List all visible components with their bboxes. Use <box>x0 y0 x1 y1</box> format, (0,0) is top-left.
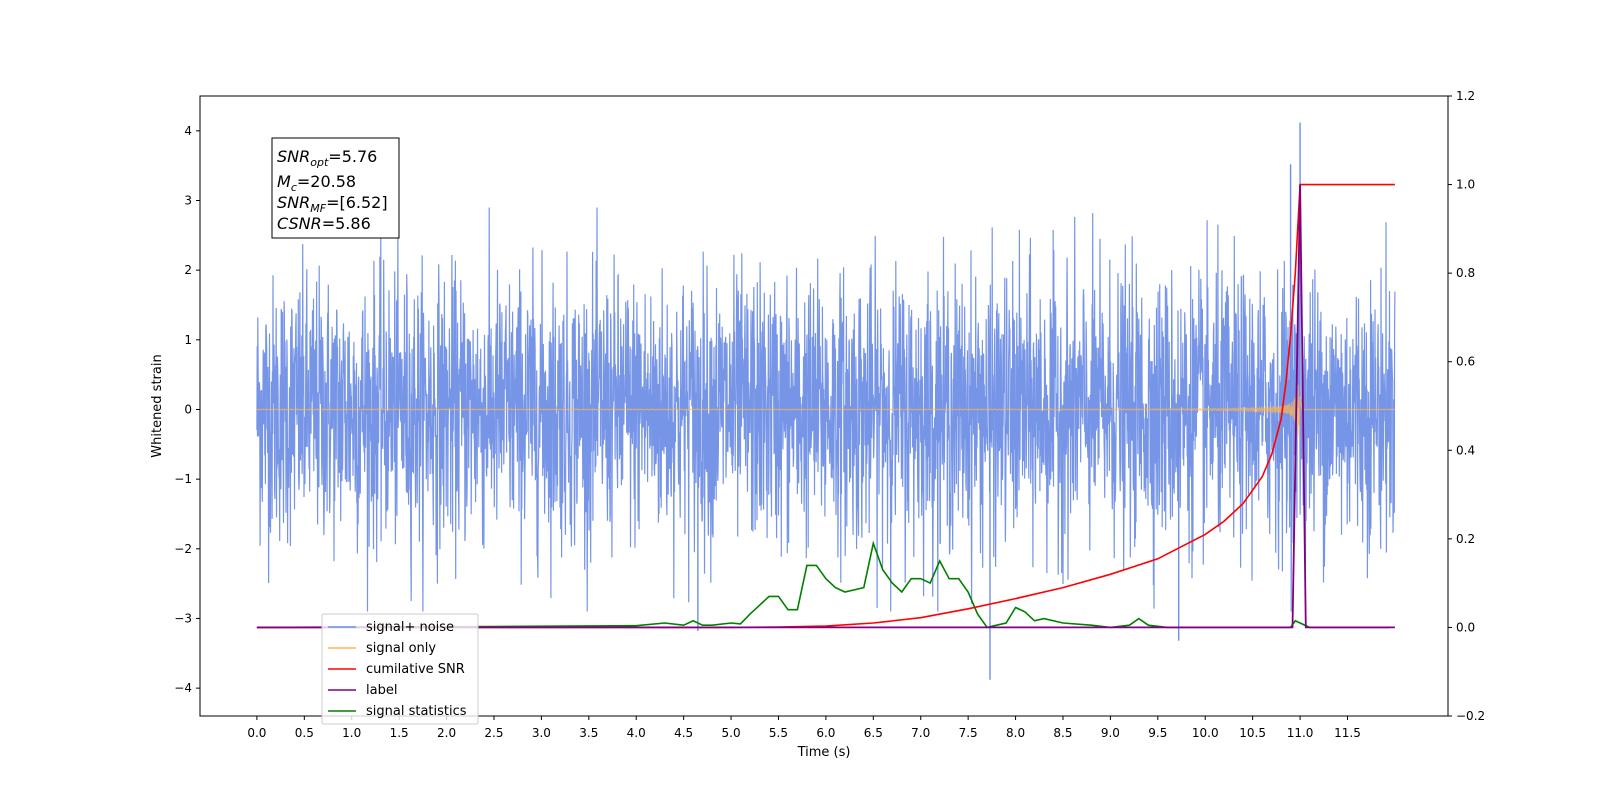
left-y-tick-label: −1 <box>174 472 192 486</box>
x-tick-label: 4.0 <box>627 726 646 740</box>
x-tick-label: 8.0 <box>1006 726 1025 740</box>
x-tick-label: 9.0 <box>1101 726 1120 740</box>
x-tick-label: 2.0 <box>437 726 456 740</box>
annotation-box: SNRopt=5.76 Mc=20.58 SNRMF=[6.52] CSNR=5… <box>271 137 400 239</box>
annotation-csnr: CSNR=5.86 <box>277 214 371 233</box>
plot-frame <box>199 95 1449 717</box>
x-tick-label: 7.5 <box>959 726 978 740</box>
series-line-cumulative-snr <box>256 183 1395 629</box>
legend-label: signal only <box>366 641 436 656</box>
series-line-signal-only <box>256 384 1395 438</box>
right-y-axis-ticks: 1.2 1.0 0.8 0.6 0.4 0.2 0.0 −0.2 <box>1448 89 1485 723</box>
series-line-signal-statistics <box>256 540 1390 629</box>
legend-frame <box>321 613 479 725</box>
x-tick-label: 5.0 <box>722 726 741 740</box>
annotation-frame <box>271 137 400 239</box>
x-tick-label: 6.0 <box>816 726 835 740</box>
x-tick-label: 1.0 <box>342 726 361 740</box>
x-tick-label: 3.5 <box>579 726 598 740</box>
right-y-tick-label: 0.0 <box>1456 620 1475 634</box>
x-tick-label: 4.5 <box>674 726 693 740</box>
left-y-tick-label: −4 <box>174 681 192 695</box>
x-tick-label: 10.0 <box>1192 726 1219 740</box>
right-y-tick-label: 0.8 <box>1456 266 1475 280</box>
right-axis-series-layer <box>256 183 1395 629</box>
x-tick-label: 9.5 <box>1148 726 1167 740</box>
right-y-tick-label: 0.2 <box>1456 532 1475 546</box>
signal-only-layer <box>256 384 1395 438</box>
right-y-tick-label: 1.0 <box>1456 178 1475 192</box>
legend-label: signal+ noise <box>366 620 454 635</box>
y-axis-label: Whitened strain <box>150 354 165 457</box>
x-tick-label: 5.5 <box>769 726 788 740</box>
left-y-tick-label: 1 <box>184 333 192 347</box>
right-y-tick-label: 0.6 <box>1456 355 1475 369</box>
x-tick-label: 8.5 <box>1053 726 1072 740</box>
left-y-tick-label: −2 <box>174 542 192 556</box>
right-y-tick-label: 0.4 <box>1456 443 1475 457</box>
left-y-tick-label: 0 <box>184 402 192 416</box>
x-tick-label: 0.5 <box>295 726 314 740</box>
noise-trace-layer <box>256 122 1396 680</box>
left-y-tick-label: 3 <box>184 193 192 207</box>
legend-label: cumilative SNR <box>366 662 465 677</box>
x-tick-label: 0.0 <box>247 726 266 740</box>
legend-label: signal statistics <box>366 704 467 719</box>
x-tick-label: 11.5 <box>1334 726 1361 740</box>
x-tick-label: 10.5 <box>1239 726 1266 740</box>
x-tick-label: 7.0 <box>911 726 930 740</box>
legend-label: label <box>366 683 397 698</box>
x-tick-label: 6.5 <box>864 726 883 740</box>
series-line-signal-noise <box>256 207 1396 612</box>
left-y-tick-label: 2 <box>184 263 192 277</box>
series-line-label <box>256 184 1395 629</box>
x-tick-label: 1.5 <box>390 726 409 740</box>
annotation-snr-mf: SNRMF=[6.52] <box>277 193 388 215</box>
x-axis-ticks: 0.0 0.5 1.0 1.5 2.0 2.5 3.0 3.5 4.0 4.5 5.0 5.5 6.0 6… <box>247 716 1361 740</box>
left-y-tick-label: −3 <box>174 611 192 625</box>
x-tick-label: 3.0 <box>532 726 551 740</box>
left-y-axis-ticks: 4 3 2 1 0 −1 −2 −3 −4 <box>174 124 200 695</box>
x-axis-label: Time (s) <box>797 745 851 760</box>
left-y-tick-label: 4 <box>184 124 192 138</box>
right-y-tick-label: 1.2 <box>1456 89 1475 103</box>
x-tick-label: 2.5 <box>484 726 503 740</box>
x-tick-label: 11.0 <box>1287 726 1314 740</box>
annotation-mc: Mc=20.58 <box>277 172 356 194</box>
legend: signal+ noise signal only cumilative SNR la… <box>321 613 479 725</box>
right-y-tick-label: −0.2 <box>1456 709 1485 723</box>
annotation-snr-opt: SNRopt=5.76 <box>277 147 377 169</box>
